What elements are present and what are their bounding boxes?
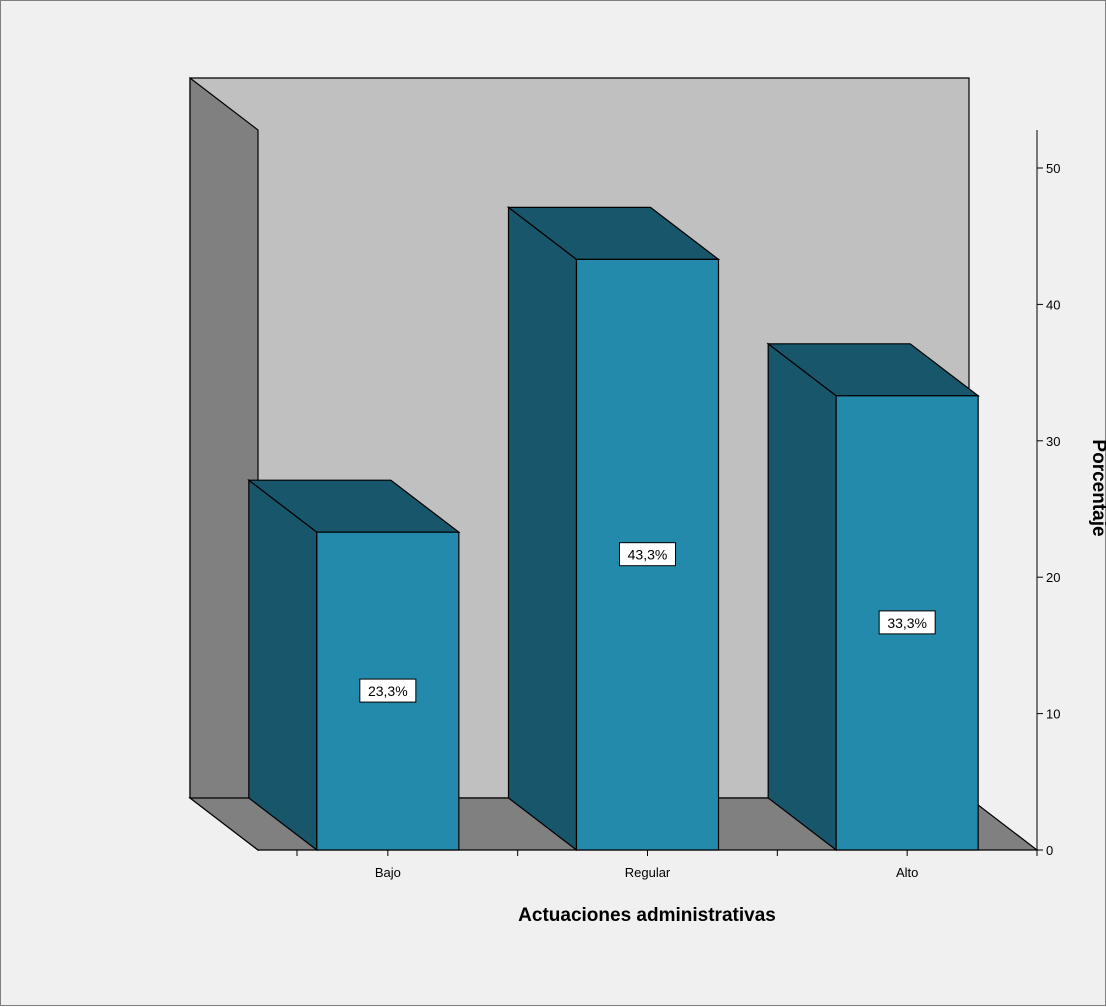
data-label-box	[619, 542, 676, 567]
data-label-text: 43,3%	[628, 547, 668, 563]
y-tick-label: 30	[1046, 434, 1060, 449]
x-tick-label: Regular	[625, 865, 671, 880]
data-label-text: 23,3%	[368, 683, 408, 699]
bar-regular	[506, 206, 721, 852]
data-label-text: 33,3%	[887, 615, 927, 631]
x-axis-title: Actuaciones administrativas	[518, 905, 776, 926]
x-tick-label: Alto	[896, 865, 918, 880]
bar-side-face	[507, 206, 578, 852]
bar-side-face	[248, 478, 318, 852]
data-labels: 23,3% 43,3% 33,3%	[359, 542, 936, 703]
y-tick-label: 40	[1046, 297, 1060, 312]
y-axis: 0 10 20 30 40 50	[1036, 130, 1060, 858]
y-tick-label: 50	[1046, 161, 1060, 176]
bar-alto	[766, 342, 980, 852]
bar-bajo	[247, 478, 461, 852]
side-wall	[189, 76, 259, 852]
bar-side-face	[767, 342, 837, 852]
y-tick-label: 0	[1046, 843, 1053, 858]
data-label: 43,3%	[619, 542, 676, 567]
data-label-box	[359, 678, 417, 703]
data-label: 23,3%	[359, 678, 417, 703]
y-tick-label: 20	[1046, 570, 1060, 585]
y-axis-title: Porcentaje	[1088, 439, 1106, 536]
x-tick-label: Bajo	[375, 865, 401, 880]
data-label: 33,3%	[878, 610, 936, 635]
y-tick-label: 10	[1046, 707, 1060, 722]
x-axis: Bajo Regular Alto	[258, 849, 1038, 880]
data-label-box	[878, 610, 936, 635]
